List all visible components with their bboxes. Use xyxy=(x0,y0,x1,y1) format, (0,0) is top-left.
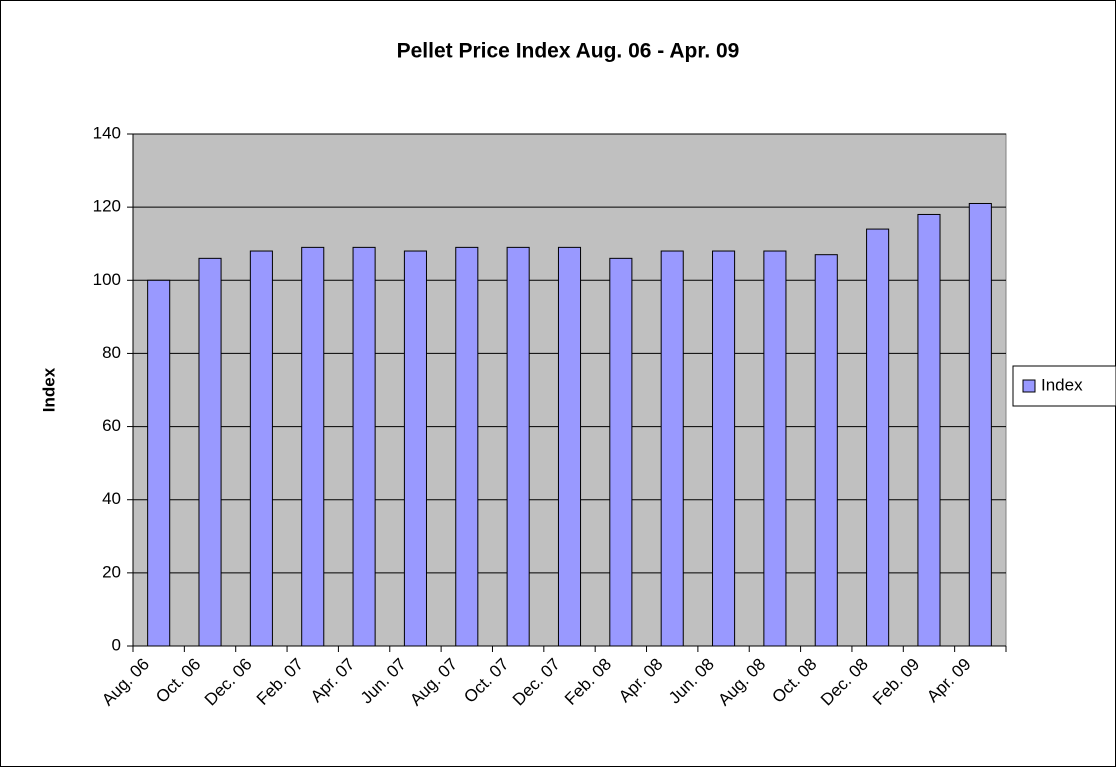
bar xyxy=(968,202,992,647)
y-tick-label: 80 xyxy=(102,343,121,362)
bar xyxy=(352,246,376,647)
bar xyxy=(455,246,479,647)
bar xyxy=(866,228,890,647)
bar xyxy=(403,250,427,647)
y-tick-label: 20 xyxy=(102,562,121,581)
bar xyxy=(712,250,736,647)
y-tick-label: 100 xyxy=(93,270,121,289)
bar xyxy=(557,246,582,647)
y-tick-label: 120 xyxy=(93,197,121,216)
bar xyxy=(147,279,171,647)
y-tick-label: 140 xyxy=(93,123,121,142)
bar xyxy=(763,250,787,647)
bar xyxy=(917,213,941,647)
bar xyxy=(249,250,273,647)
legend-swatch xyxy=(1022,379,1036,393)
bar xyxy=(814,254,838,647)
bar xyxy=(198,257,222,647)
y-tick-label: 40 xyxy=(102,489,121,508)
bar xyxy=(506,246,530,647)
y-tick-label: 0 xyxy=(112,635,121,654)
y-axis-label: Index xyxy=(39,367,58,412)
legend-label: Index xyxy=(1041,375,1083,394)
chart-title: Pellet Price Index Aug. 06 - Apr. 09 xyxy=(397,40,740,63)
bar xyxy=(660,250,684,647)
bar xyxy=(609,257,633,647)
y-tick-label: 60 xyxy=(102,416,121,435)
bar xyxy=(301,246,325,647)
